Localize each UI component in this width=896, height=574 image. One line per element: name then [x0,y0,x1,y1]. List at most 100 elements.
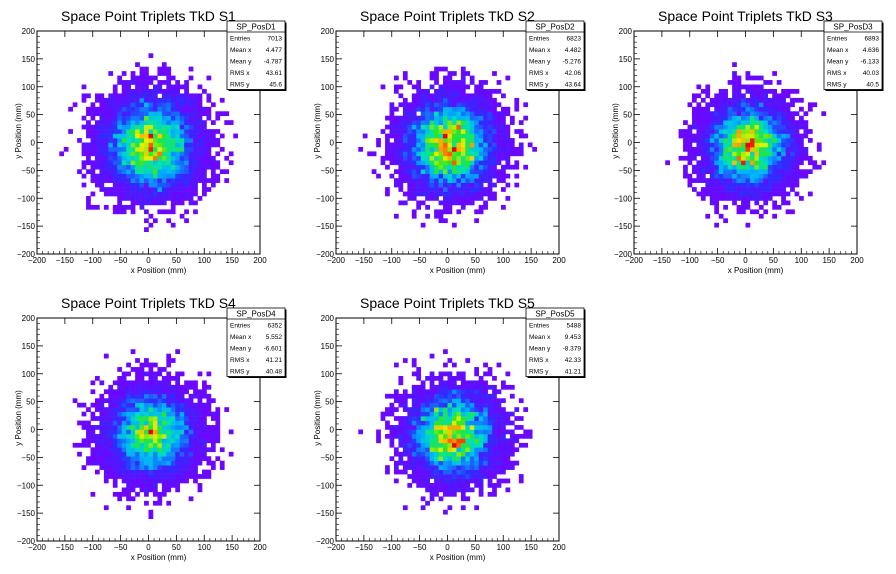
heatmap-bin [166,66,172,72]
heatmap-bin [501,142,506,148]
heatmap-bin [161,460,167,466]
heatmap-bin [487,155,493,161]
heatmap-bin [469,425,475,430]
heatmap-bin [121,191,127,197]
heatmap-bin [202,389,207,395]
heatmap-bin [807,155,813,161]
heatmap-bin [434,173,439,179]
heatmap-bin [94,204,100,210]
heatmap-bin [420,173,426,179]
heatmap-bin [90,164,96,170]
heatmap-bin [696,124,702,130]
heatmap-bin [736,75,742,81]
heatmap-bin [474,367,480,372]
heatmap-bin [166,182,172,188]
heatmap-bin [514,164,520,170]
heatmap-bin [210,429,216,435]
heatmap-bin [398,380,404,386]
heatmap-bin [420,97,426,103]
heatmap-bin [807,160,813,166]
heatmap-bin [732,169,737,175]
heatmap-bin [447,447,453,453]
heatmap-bin [763,133,769,139]
heatmap-bin [99,138,105,143]
heatmap-bin [763,160,769,166]
heatmap-bin [456,411,462,417]
heatmap-bin [407,178,413,183]
heatmap-bin [496,398,502,404]
heatmap-bin [184,88,189,94]
heatmap-bin [197,129,203,134]
heatmap-bin [157,111,163,117]
heatmap-bin [492,97,497,103]
heatmap-bin [411,447,417,453]
heatmap-bin [434,146,439,152]
heatmap-bin [170,75,176,81]
heatmap-bin [785,142,791,148]
heatmap-bin [420,191,426,197]
heatmap-bin [447,142,453,148]
heatmap-bin [438,460,444,466]
heatmap-bin [130,496,136,502]
heatmap-bin [425,411,430,417]
heatmap-bin [767,124,773,130]
heatmap-bin [474,371,480,377]
heatmap-bin [460,138,466,143]
heatmap-bin [416,115,422,121]
heatmap-bin [443,425,448,430]
heatmap-bin [184,133,189,139]
heatmap-bin [144,487,149,493]
stats-row-value: 5488 [567,323,582,330]
heatmap-bin [94,469,100,475]
heatmap-bin [447,433,453,439]
heatmap-bin [161,151,167,157]
heatmap-bin [206,164,212,170]
heatmap-bin [745,124,751,130]
heatmap-bin [492,124,497,130]
heatmap-bin [135,133,140,139]
heatmap-bin [794,97,800,103]
heatmap-bin [469,380,475,386]
heatmap-bin [505,487,511,493]
heatmap-bin [447,124,453,130]
heatmap-bin [86,120,91,125]
heatmap-bin [161,465,167,470]
heatmap-bin [749,187,755,192]
heatmap-bin [193,115,198,121]
heatmap-bin [434,465,439,470]
heatmap-bin [385,191,390,197]
heatmap-bin [389,124,395,130]
heatmap-bin [451,487,457,493]
heatmap-bin [117,407,123,412]
heatmap-bin [411,393,417,399]
heatmap-bin [411,451,417,457]
heatmap-bin [514,173,520,179]
heatmap-bin [148,173,154,179]
heatmap-bin [144,102,149,108]
heatmap-bin [772,88,778,94]
heatmap-bin [130,204,136,210]
heatmap-bin [460,182,466,188]
heatmap-bin [402,416,408,421]
heatmap-bin [170,111,176,117]
heatmap-bin [121,487,127,493]
heatmap-bin [210,182,216,188]
heatmap-bin [785,169,791,175]
heatmap-bin [385,151,390,157]
heatmap-bin [754,133,760,139]
heatmap-bin [523,164,529,170]
heatmap-bin [492,129,497,134]
heatmap-bin [161,66,167,72]
heatmap-bin [443,218,448,224]
heatmap-bin [447,169,453,175]
heatmap-bin [393,169,399,175]
heatmap-bin [407,411,413,417]
heatmap-bin [767,191,773,197]
heatmap-bin [219,146,225,152]
heatmap-bin [434,447,439,453]
heatmap-bin [121,398,127,404]
heatmap-bin [714,187,720,192]
heatmap-bin [376,429,381,435]
heatmap-bin [460,416,466,421]
heatmap-bin [103,169,109,175]
